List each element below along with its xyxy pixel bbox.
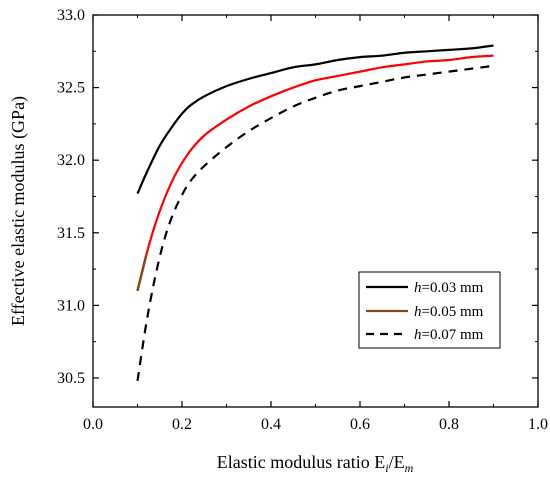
legend-label-h005: h=0.05 mm <box>414 304 484 320</box>
x-tick-label: 0.6 <box>350 416 370 433</box>
series-line-2-start-segment <box>136 254 148 292</box>
y-tick-label: 30.5 <box>57 370 85 387</box>
x-axis-title-sub-i: i <box>385 461 388 475</box>
x-axis-title-sub-m: m <box>405 461 414 475</box>
series-line-3 <box>136 64 494 382</box>
y-tick-label: 32.0 <box>57 152 85 169</box>
legend-label-h003: h=0.03 mm <box>414 280 484 296</box>
series-line-1 <box>136 44 494 195</box>
y-tick-label: 31.5 <box>57 225 85 242</box>
series-lines <box>136 44 494 382</box>
x-axis-title-separator: /E <box>389 452 405 472</box>
legend: h=0.03 mm h=0.05 mm h=0.07 mm <box>358 271 501 349</box>
x-tick-label: 0.8 <box>439 416 459 433</box>
x-tick-label: 0.4 <box>261 416 281 433</box>
axis-tick-labels: 0.0 0.2 0.4 0.6 0.8 1.0 30.5 31.0 31.5 32.0 32.5 33… <box>57 7 548 433</box>
series-line-2 <box>136 54 494 292</box>
x-tick-label: 0.0 <box>83 416 103 433</box>
y-axis-title: Effective elastic modulus (GPa) <box>8 96 29 326</box>
axis-ticks <box>92 14 539 407</box>
y-tick-label: 33.0 <box>57 7 85 24</box>
x-axis-title: Elastic modulus ratio Ei/Em <box>217 452 414 475</box>
x-tick-label: 0.2 <box>172 416 192 433</box>
y-tick-label: 32.5 <box>57 80 85 97</box>
x-tick-label: 1.0 <box>528 416 548 433</box>
legend-label-h007: h=0.07 mm <box>414 327 484 343</box>
y-tick-label: 31.0 <box>57 297 85 314</box>
x-axis-title-main: Elastic modulus ratio E <box>217 452 385 472</box>
